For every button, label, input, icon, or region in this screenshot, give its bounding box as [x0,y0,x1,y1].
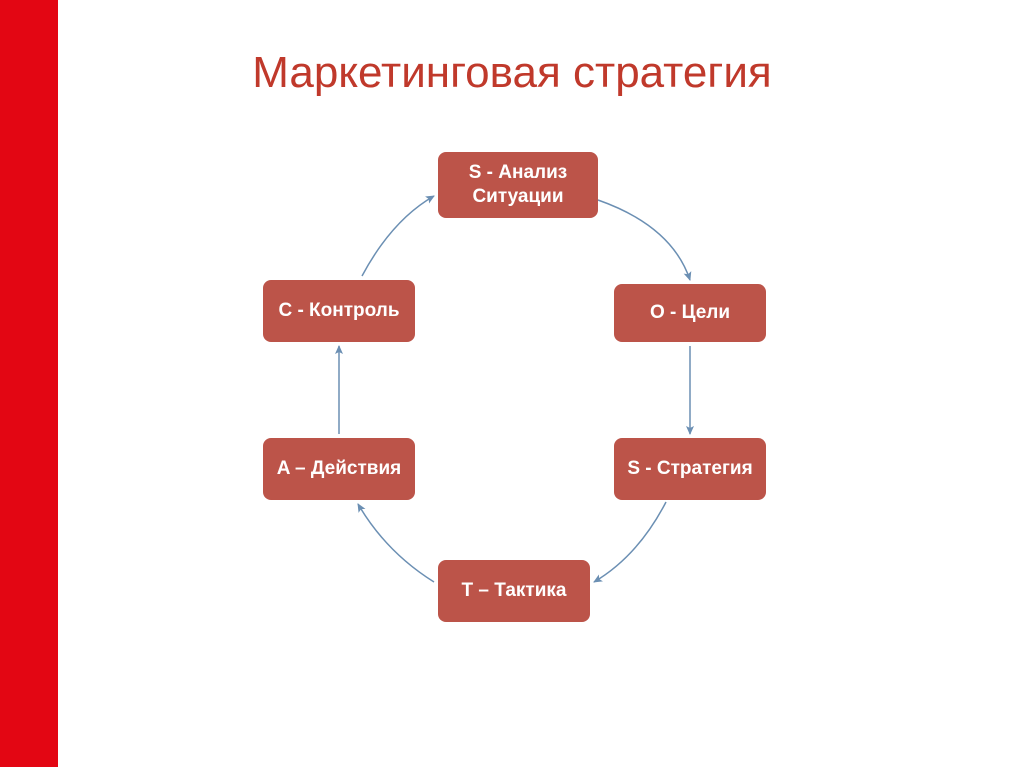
edge-s-strategy-to-t-tactics [594,502,666,582]
edge-t-tactics-to-a-actions [358,504,434,582]
slide-title: Маркетинговая стратегия [0,48,1024,98]
cycle-arrows [0,0,1024,767]
cycle-node-s-strategy: S - Стратегия [614,438,766,500]
edge-c-control-to-s-analysis [362,196,434,276]
edge-s-analysis-to-o-goals [598,200,690,280]
cycle-node-t-tactics: T – Тактика [438,560,590,622]
cycle-node-s-analysis: S - Анализ Ситуации [438,152,598,218]
cycle-node-o-goals: O - Цели [614,284,766,342]
left-accent-bar [0,0,58,767]
cycle-node-c-control: C - Контроль [263,280,415,342]
cycle-node-a-actions: A – Действия [263,438,415,500]
slide-canvas: Маркетинговая стратегия S - Анализ Ситуа… [0,0,1024,767]
